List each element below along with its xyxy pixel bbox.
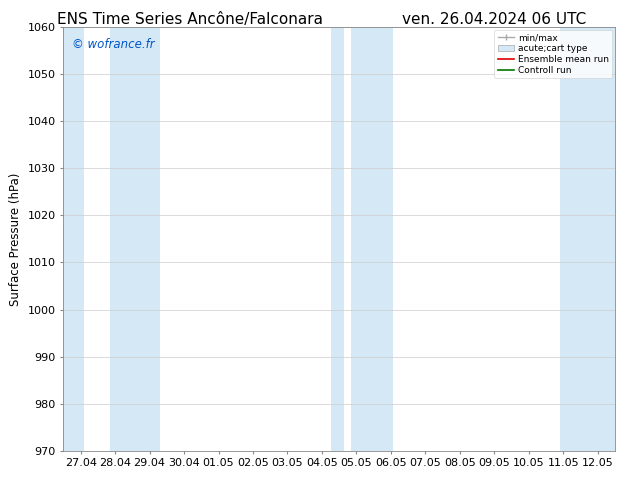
Bar [330, 27, 344, 451]
Bar [560, 27, 615, 451]
Y-axis label: Surface Pressure (hPa): Surface Pressure (hPa) [9, 172, 22, 306]
Bar [110, 27, 160, 451]
Bar [63, 27, 84, 451]
Text: ven. 26.04.2024 06 UTC: ven. 26.04.2024 06 UTC [403, 12, 586, 27]
Text: © wofrance.fr: © wofrance.fr [72, 38, 154, 50]
Text: ENS Time Series Ancône/Falconara: ENS Time Series Ancône/Falconara [57, 12, 323, 27]
Bar [351, 27, 392, 451]
Legend: min/max, acute;cart type, Ensemble mean run, Controll run: min/max, acute;cart type, Ensemble mean … [494, 30, 612, 78]
